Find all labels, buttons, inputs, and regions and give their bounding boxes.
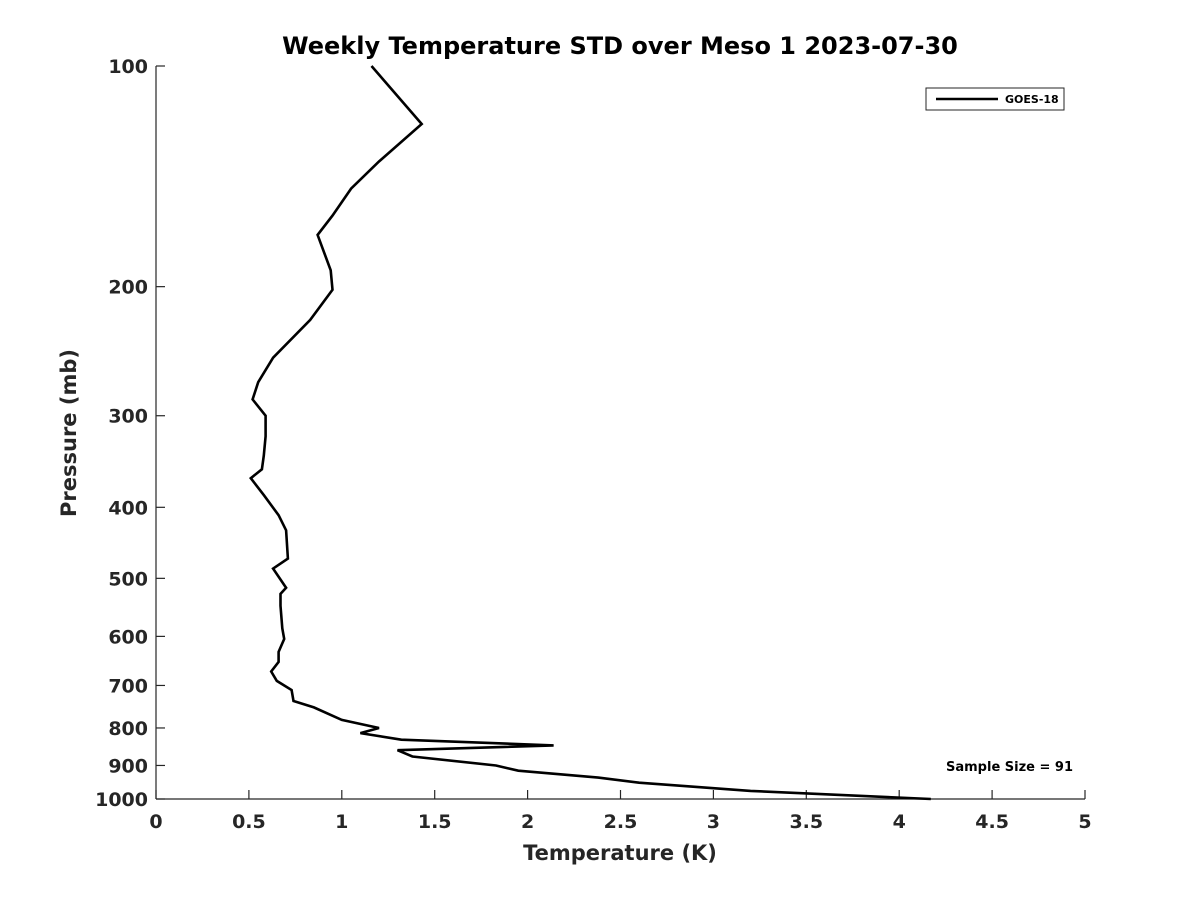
x-tick-label: 0: [149, 811, 162, 833]
x-tick-label: 1.5: [418, 811, 452, 833]
x-tick-label: 1: [335, 811, 348, 833]
chart-title: Weekly Temperature STD over Meso 1 2023-…: [282, 32, 958, 60]
y-axis-label: Pressure (mb): [57, 349, 81, 517]
series-group: [248, 65, 931, 801]
x-tick-label: 4.5: [975, 811, 1009, 833]
y-tick-label: 1000: [95, 789, 148, 811]
x-axis-label: Temperature (K): [523, 841, 717, 865]
x-tick-label: 4: [893, 811, 906, 833]
x-tick-label: 2.5: [604, 811, 638, 833]
y-tick-label: 500: [108, 568, 148, 590]
sample-size-annotation: Sample Size = 91: [946, 760, 1073, 775]
y-tick-label: 400: [108, 497, 148, 519]
y-axis-ticks: 100 200 300 400 500 600 700 800 900 1000: [95, 56, 165, 811]
y-tick-label: 100: [108, 56, 148, 78]
x-tick-label: 2: [521, 811, 534, 833]
x-axis-ticks: 0 0.5 1 1.5 2 2.5 3 3.5 4 4.5 5: [149, 790, 1092, 833]
y-tick-label: 200: [108, 277, 148, 299]
y-tick-label: 700: [108, 675, 148, 697]
legend[interactable]: GOES-18: [925, 87, 1065, 111]
series-line-goes-18: [248, 65, 931, 801]
axes: [155, 66, 1085, 800]
y-tick-label: 800: [108, 718, 148, 740]
legend-label-goes-18: GOES-18: [1005, 93, 1059, 106]
y-tick-label: 300: [108, 406, 148, 428]
x-tick-label: 3.5: [789, 811, 823, 833]
x-tick-label: 0.5: [232, 811, 266, 833]
y-tick-label: 600: [108, 626, 148, 648]
x-tick-label: 5: [1078, 811, 1091, 833]
x-tick-label: 3: [707, 811, 720, 833]
y-tick-label: 900: [108, 755, 148, 777]
